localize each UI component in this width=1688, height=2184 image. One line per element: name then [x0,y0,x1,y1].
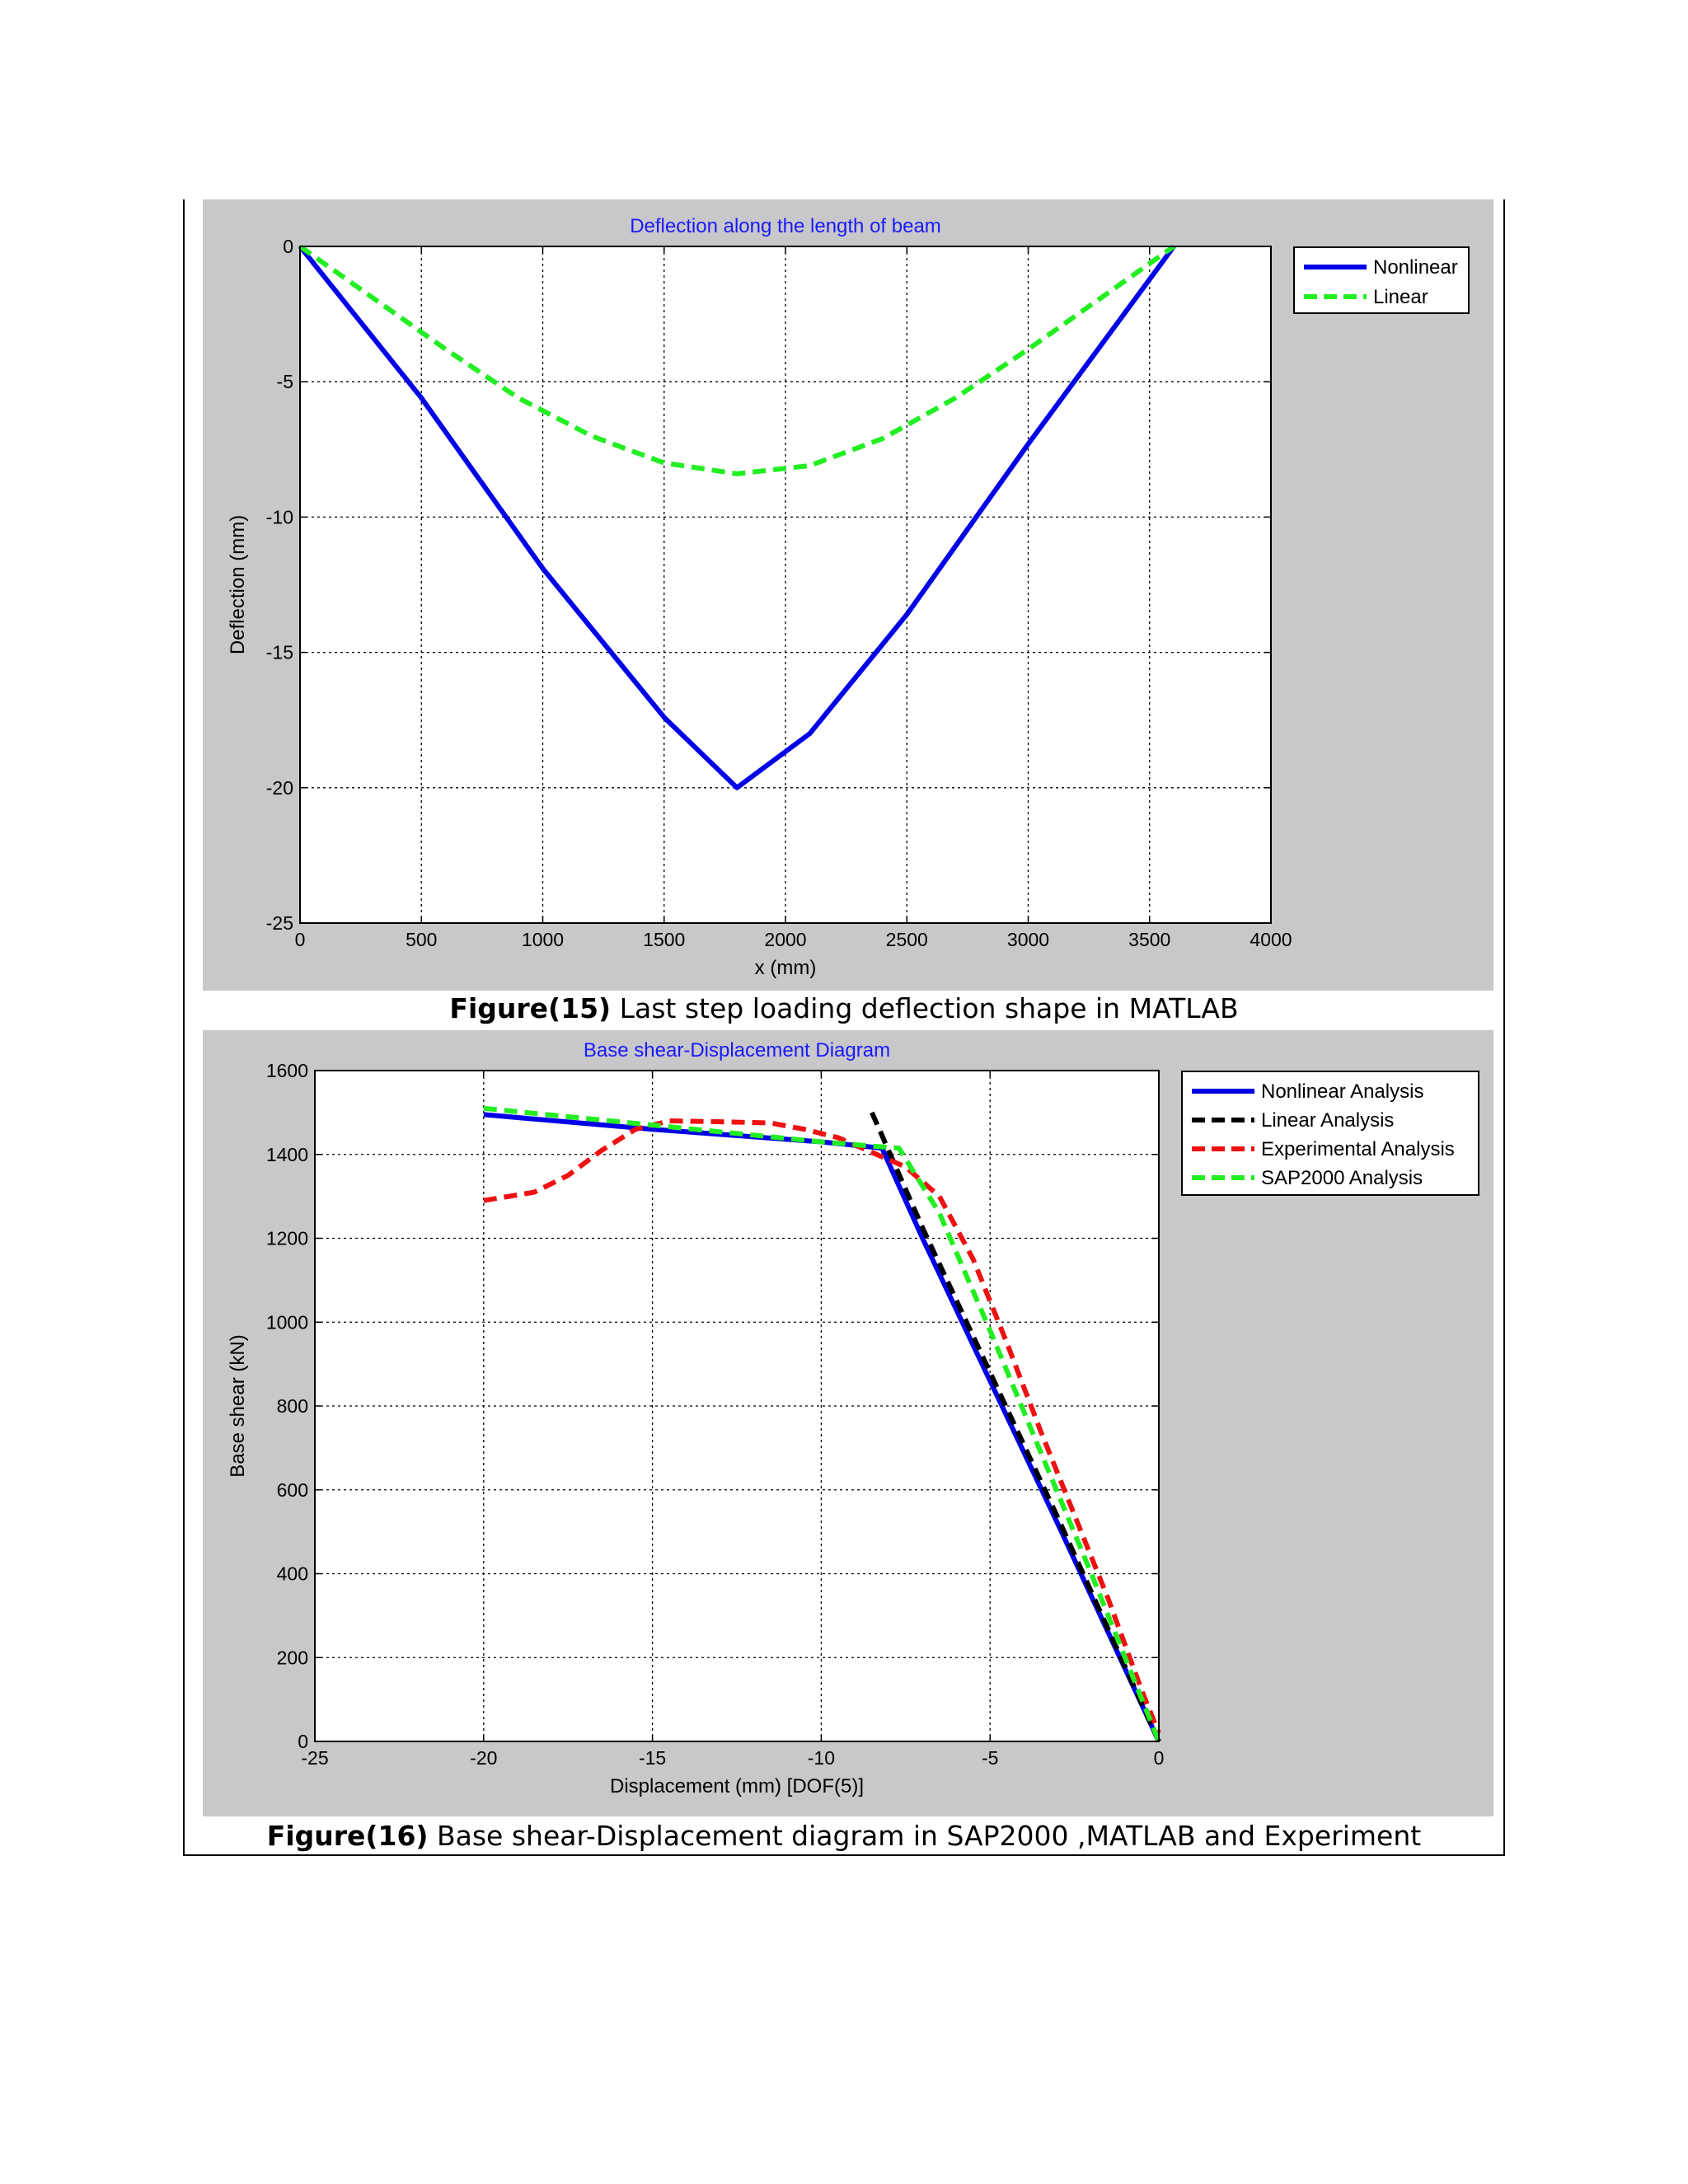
x-tick-label: -5 [982,1747,998,1769]
x-tick-label: 2500 [886,929,928,950]
x-tick-label: -25 [301,1747,328,1769]
y-tick-label: 200 [277,1647,308,1668]
x-tick-label: 2000 [764,929,806,950]
x-axis-label: x (mm) [755,957,817,979]
series-line [870,1111,1161,1743]
y-axis-label: Base shear (kN) [227,1334,249,1477]
y-tick-label: 400 [277,1563,308,1585]
y-tick-label: 0 [283,236,293,257]
x-tick-label: -10 [808,1747,835,1769]
chart-title: Deflection along the length of beam [630,215,941,237]
y-tick-label: -5 [277,371,293,392]
x-tick-label: 0 [1154,1747,1165,1769]
y-tick-label: 1200 [266,1228,308,1249]
series-line [483,1105,1161,1743]
x-axis-label: Displacement (mm) [DOF(5)] [610,1775,864,1797]
y-tick-label: -10 [266,506,293,527]
figure-16-label: Figure(16) [266,1820,429,1852]
page-frame [183,199,1505,1856]
y-tick-label: 1600 [266,1060,308,1081]
x-tick-label: 0 [295,929,306,950]
chart-title: Base shear-Displacement Diagram [584,1039,890,1062]
legend-label: SAP2000 Analysis [1261,1167,1423,1189]
x-tick-label: -20 [470,1747,497,1769]
figure-16-caption: Figure(16) Base shear-Displacement diagr… [0,1820,1688,1852]
figure-15-caption-text: Last step loading deflection shape in MA… [611,992,1239,1024]
legend-label: Linear Analysis [1261,1109,1394,1132]
legend-label: Experimental Analysis [1261,1138,1455,1160]
x-tick-label: 1000 [522,929,564,950]
x-tick-label: -15 [639,1747,666,1769]
legend: Nonlinear Analysis Linear Analysis Experim… [1181,1071,1479,1196]
legend-label: Nonlinear Analysis [1261,1080,1423,1103]
x-tick-label: 3000 [1007,929,1049,950]
series-line [298,245,1176,790]
legend-label: Nonlinear [1373,256,1458,279]
y-axis-label: Deflection (mm) [227,515,249,654]
series-line [298,244,1175,476]
x-tick-label: 3500 [1128,929,1170,950]
legend: Nonlinear Linear [1293,246,1470,314]
y-tick-label: -25 [266,912,293,934]
y-tick-label: 1000 [266,1311,308,1333]
deflection-chart: 0 500 1000 1500 2000 2500 3000 3500 4000 0 -5 -10 -1… [227,215,1470,979]
legend-box [1293,246,1470,314]
figure-16-panel: -25 -20 -15 -10 -5 0 0 200 400 600 800 1000 1200 1400… [203,1030,1493,1816]
x-tick-label: 4000 [1250,929,1292,950]
y-tick-label: -15 [266,642,293,663]
y-tick-label: -20 [266,777,293,799]
figure-15-panel: 0 500 1000 1500 2000 2500 3000 3500 4000 0 -5 -10 -1… [203,199,1493,991]
y-tick-label: 1400 [266,1144,308,1165]
legend-label: Linear [1373,286,1428,308]
x-tick-label: 1500 [643,929,685,950]
y-tick-label: 800 [277,1395,308,1417]
y-tick-label: 600 [277,1479,308,1501]
figure-15-caption: Figure(15) Last step loading deflection … [0,992,1688,1024]
figure-15-label: Figure(15) [449,992,612,1024]
figure-16-caption-text: Base shear-Displacement diagram in SAP20… [428,1820,1422,1852]
y-tick-label: 0 [298,1731,308,1752]
base-shear-chart: -25 -20 -15 -10 -5 0 0 200 400 600 800 1000 1200 1400… [227,1039,1479,1797]
x-tick-label: 500 [406,929,437,950]
series-line [483,1112,1161,1743]
